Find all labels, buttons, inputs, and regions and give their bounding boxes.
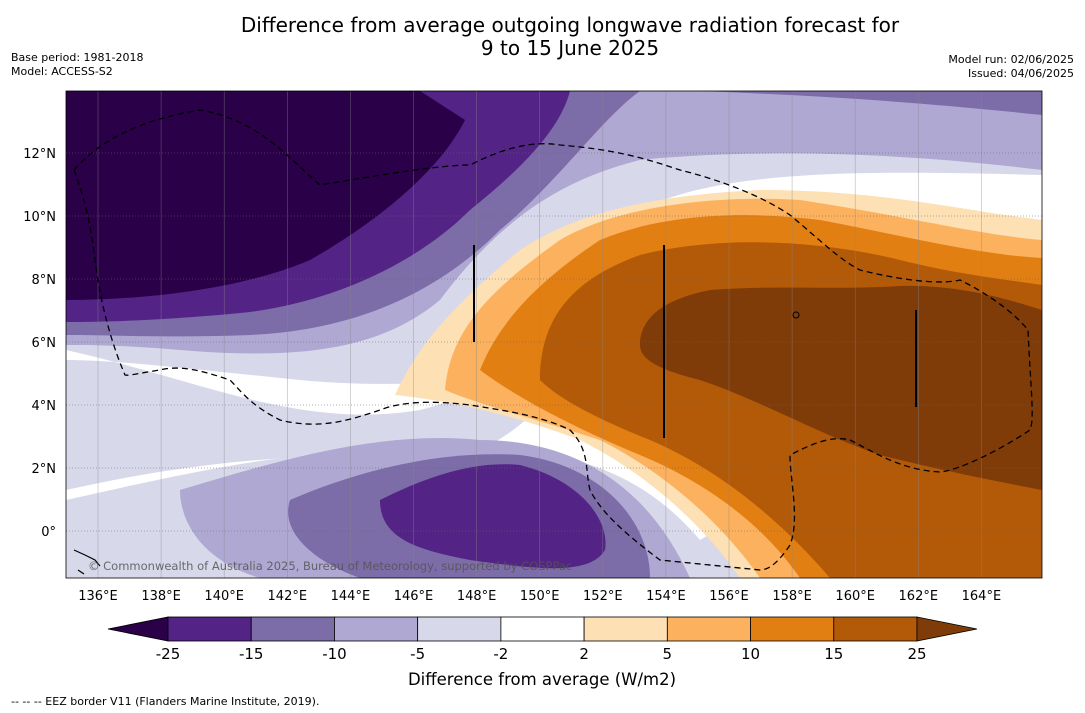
- lon-label: 152°E: [583, 589, 623, 604]
- colorbar: [107, 616, 978, 642]
- meta-right: Model run: 02/06/2025 Issued: 04/06/2025: [948, 53, 1074, 81]
- island-marker: [792, 311, 800, 319]
- lon-label: 140°E: [204, 589, 244, 604]
- colorbar-tick: 25: [907, 645, 926, 663]
- colorbar-tick: -2: [493, 645, 508, 663]
- colorbar-swatch: [334, 616, 419, 642]
- lon-label: 156°E: [709, 589, 749, 604]
- colorbar-tick: 5: [663, 645, 673, 663]
- copyright-text: © Commonwealth of Australia 2025, Bureau…: [88, 559, 572, 573]
- lat-label: 12°N: [23, 147, 56, 162]
- colorbar-tick: -10: [322, 645, 347, 663]
- model-run: Model run: 02/06/2025: [948, 53, 1074, 66]
- lon-label: 146°E: [394, 589, 434, 604]
- colorbar-tick: 2: [579, 645, 589, 663]
- lon-label: 148°E: [457, 589, 497, 604]
- map-title: Difference from average outgoing longwav…: [0, 14, 1085, 60]
- lat-label: 6°N: [32, 336, 57, 351]
- base-period: Base period: 1981-2018: [11, 51, 144, 64]
- meta-left: Base period: 1981-2018 Model: ACCESS-S2: [11, 51, 143, 79]
- lat-label: 10°N: [23, 210, 56, 225]
- issued-date: Issued: 04/06/2025: [967, 67, 1074, 80]
- anomaly-field: [66, 91, 1042, 578]
- colorbar-swatch: [250, 616, 335, 642]
- colorbar-swatch: [500, 616, 585, 642]
- colorbar-label: Difference from average (W/m2): [408, 670, 676, 689]
- lon-label: 144°E: [331, 589, 371, 604]
- longitude-labels: 136°E 138°E 140°E 142°E 144°E 146°E 148°E 150°E…: [78, 589, 1001, 604]
- eez-footnote: -- -- -- EEZ border V11 (Flanders Marine…: [11, 695, 320, 708]
- map-grid: [66, 91, 1042, 578]
- contour-neg25-upper: [66, 91, 465, 300]
- colorbar-extend-high: [916, 616, 978, 642]
- colorbar-swatch: [583, 616, 668, 642]
- lon-label: 158°E: [772, 589, 812, 604]
- colorbar-tick: -5: [410, 645, 425, 663]
- colorbar-swatch: [666, 616, 751, 642]
- lon-label: 164°E: [962, 589, 1002, 604]
- colorbar-extend-low: [107, 616, 169, 642]
- colorbar-swatch: [167, 616, 252, 642]
- map-border: [65, 90, 1043, 579]
- title-line-1: Difference from average outgoing longwav…: [240, 13, 900, 37]
- colorbar-swatch: [750, 616, 835, 642]
- colorbar-tick: 10: [741, 645, 760, 663]
- colorbar-tick-labels: -25 -15 -10 -5 -2 2 5 10 15 25: [156, 645, 927, 663]
- lon-label: 142°E: [268, 589, 308, 604]
- island-palau: [73, 549, 101, 575]
- title-line-2: 9 to 15 June 2025: [480, 36, 660, 60]
- latitude-labels: 0° 2°N 4°N 6°N 8°N 10°N 12°N: [23, 147, 56, 540]
- contour-neg25-lower: [380, 464, 606, 569]
- lon-label: 162°E: [899, 589, 939, 604]
- colorbar-swatch: [417, 616, 502, 642]
- lat-label: 8°N: [32, 273, 57, 288]
- model-name: Model: ACCESS-S2: [11, 65, 113, 78]
- contour-pos25: [640, 285, 1042, 490]
- colorbar-tick: -25: [156, 645, 181, 663]
- colorbar-tick: -15: [239, 645, 264, 663]
- colorbar-tick: 15: [824, 645, 843, 663]
- lon-label: 150°E: [520, 589, 560, 604]
- lon-label: 160°E: [835, 589, 875, 604]
- lon-label: 154°E: [646, 589, 686, 604]
- lat-label: 2°N: [32, 462, 57, 477]
- lon-label: 136°E: [78, 589, 118, 604]
- lon-label: 138°E: [141, 589, 181, 604]
- lat-label: 4°N: [32, 399, 57, 414]
- colorbar-swatch: [833, 616, 918, 642]
- eez-border-line: [73, 109, 1033, 571]
- lat-label: 0°: [41, 525, 56, 540]
